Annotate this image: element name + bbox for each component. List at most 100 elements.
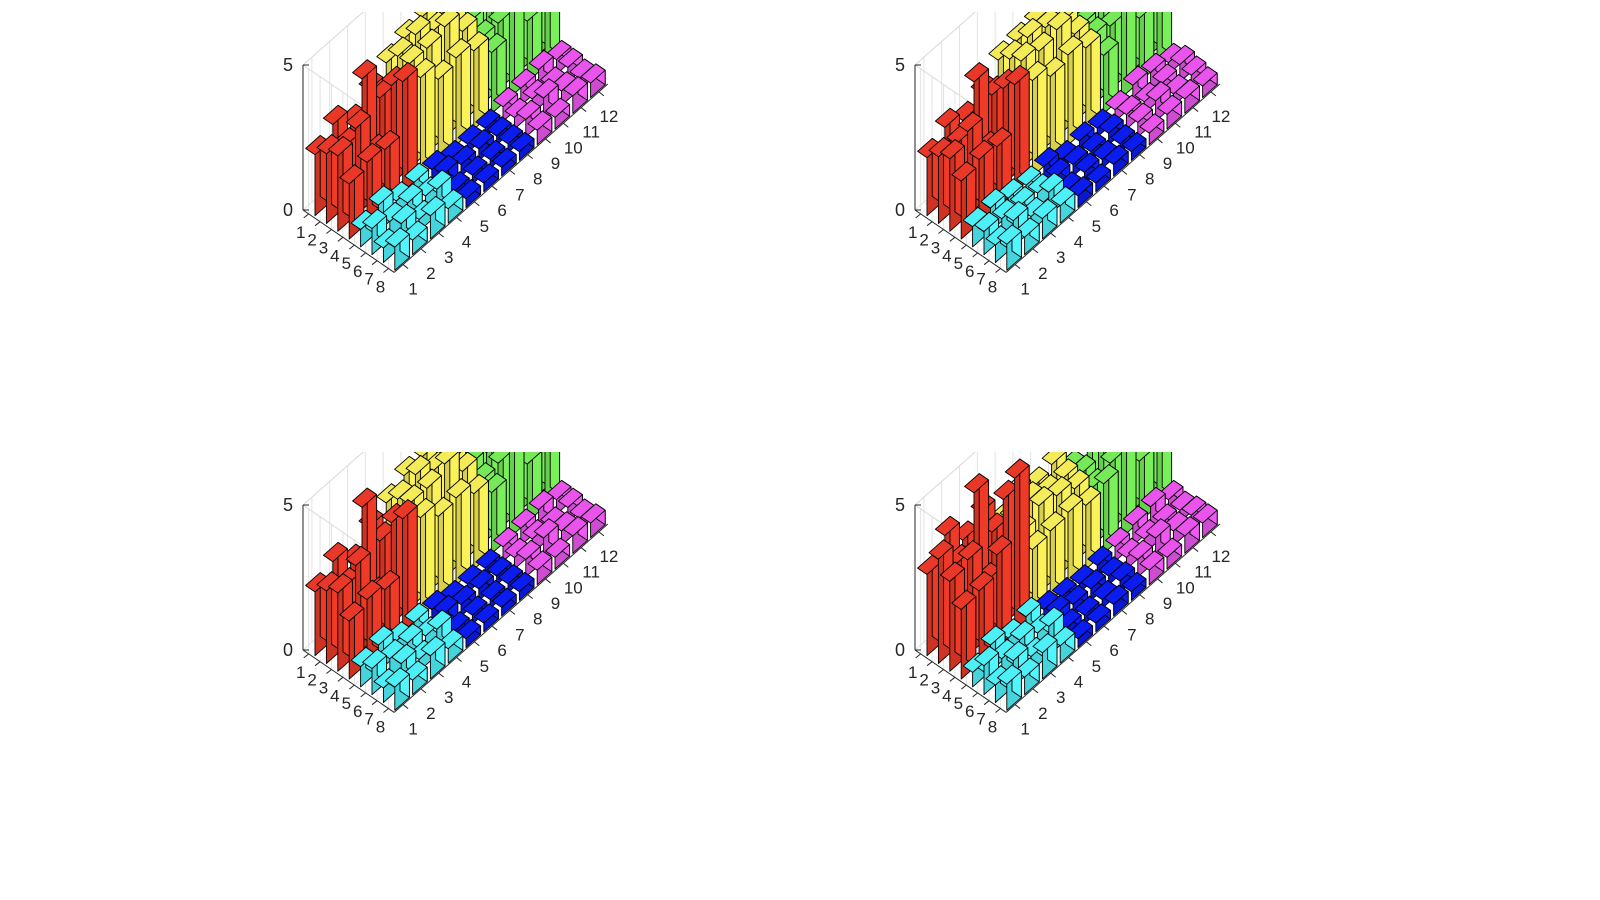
bar-top [557, 487, 583, 508]
y-tick-mark [949, 676, 956, 682]
bar-top [1085, 163, 1111, 184]
y-tick-label: 8 [988, 718, 997, 737]
x-tick-label: 4 [1074, 672, 1083, 691]
y-tick-label: 1 [908, 663, 917, 682]
bar-top [1140, 52, 1166, 73]
bar [1139, 113, 1165, 146]
bar-top [426, 169, 452, 190]
x-tick-mark [562, 122, 569, 128]
x-tick-label: 9 [1163, 594, 1172, 613]
y-tick-label: 5 [342, 254, 351, 273]
bar-top [404, 602, 430, 623]
y-tick-mark [383, 268, 389, 273]
bar [562, 516, 588, 554]
y-axis [914, 649, 1007, 713]
bar-top [1074, 152, 1100, 173]
bar-face [407, 62, 418, 180]
x-axis [393, 83, 609, 273]
x-tick-mark [1068, 217, 1074, 222]
bar-top [488, 12, 512, 24]
bar-top [986, 127, 1012, 148]
y-tick-mark [337, 236, 344, 242]
bar-top [1080, 569, 1106, 590]
x-tick-label: 5 [480, 217, 489, 236]
bar-top [1003, 640, 1029, 662]
bar [456, 179, 482, 208]
bar-top [1139, 113, 1165, 134]
y-tick-mark [926, 221, 933, 227]
bar-top [986, 535, 1012, 556]
bar-face [1037, 60, 1048, 164]
x-tick-label: 4 [1074, 232, 1083, 251]
bar-top [1192, 66, 1218, 87]
x-tick-mark [1210, 531, 1217, 537]
y-tick-mark [926, 661, 933, 667]
bar-top [1174, 79, 1200, 100]
x-tick-mark [545, 578, 551, 584]
bar-top [1046, 12, 1072, 31]
bar-top [562, 76, 588, 97]
bar-top [1139, 550, 1165, 571]
x-tick-mark [545, 138, 551, 144]
bar-top [1016, 596, 1042, 618]
bar [1192, 66, 1218, 99]
y-tick-mark [995, 708, 1001, 713]
bar [1103, 144, 1129, 177]
z-tick-label: 0 [895, 200, 905, 220]
bar-top [580, 503, 606, 524]
x-tick-mark [1085, 641, 1092, 647]
bar-top [1009, 620, 1035, 641]
bar-top [1040, 511, 1066, 532]
y-tick-mark [938, 229, 944, 234]
bar-top [480, 579, 506, 601]
bar-top [493, 527, 519, 548]
bar-top [528, 489, 554, 511]
bar-top [957, 111, 983, 132]
x-tick-label: 2 [426, 264, 435, 283]
bar-top [969, 571, 995, 592]
bar-top [468, 569, 494, 590]
bar-top [974, 645, 1000, 667]
bar [1139, 550, 1165, 586]
bar-top [405, 15, 431, 36]
bar-top [374, 129, 400, 151]
bar [509, 131, 535, 161]
y-axis [302, 209, 395, 273]
y-tick-mark [314, 661, 321, 667]
bar [473, 603, 499, 633]
bar-top [1038, 172, 1064, 193]
bar [1058, 35, 1084, 146]
bar-top [1058, 35, 1084, 56]
bar-face [1019, 458, 1030, 620]
bar-top [399, 44, 425, 65]
x-tick-label: 1 [1020, 280, 1029, 299]
bar-top [1121, 131, 1147, 153]
bar-top [545, 97, 571, 118]
y-tick-label: 7 [976, 270, 985, 289]
bar-top [996, 224, 1022, 245]
bar-top [1122, 505, 1148, 526]
y-tick-mark [326, 669, 332, 674]
x-tick-mark [1014, 704, 1021, 709]
bar [1157, 537, 1183, 570]
bar-top [980, 188, 1006, 209]
y-tick-mark [983, 260, 990, 266]
y-tick-mark [337, 676, 344, 682]
x-tick-label: 9 [551, 154, 560, 173]
bar [562, 76, 588, 114]
x-tick-label: 3 [444, 688, 453, 707]
bar-top [392, 62, 418, 83]
x-tick-label: 5 [480, 657, 489, 676]
x-tick-label: 4 [462, 672, 471, 691]
x-tick-mark [527, 154, 534, 160]
bar-top [1174, 516, 1200, 537]
x-tick-mark [438, 672, 445, 678]
x-tick-label: 7 [1127, 185, 1136, 204]
bar-top [1098, 113, 1124, 134]
x-tick-label: 10 [1176, 578, 1195, 597]
bar-top [1032, 198, 1058, 220]
bar [491, 587, 517, 617]
z-tick-label: 5 [283, 495, 293, 515]
x-tick-mark [527, 594, 534, 600]
bar-top [1127, 102, 1153, 123]
